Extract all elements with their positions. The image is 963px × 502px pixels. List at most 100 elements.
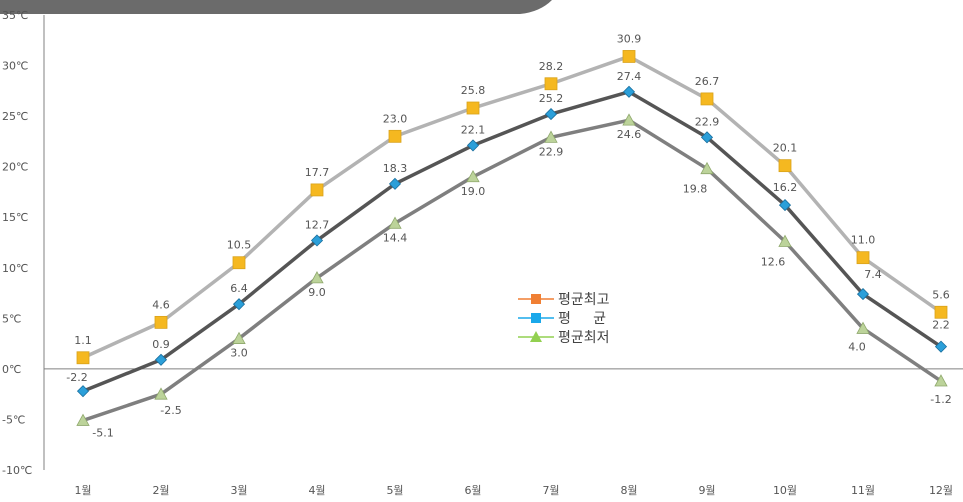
data-label: 0.9 [152,338,170,351]
series-2-marker [778,234,792,247]
data-label: 2.2 [932,319,950,332]
legend-square-icon [531,313,541,323]
data-label: 24.6 [617,128,642,141]
x-tick-label: 5월 [386,484,403,497]
y-tick-label: 25℃ [2,110,28,123]
data-label: 30.9 [617,32,642,45]
series-0-marker [388,129,402,143]
data-label: -1.2 [930,393,951,406]
series-2-marker [856,321,870,334]
x-tick-label: 8월 [620,484,637,497]
data-label: 23.0 [383,112,408,125]
x-tick-label: 6월 [464,484,481,497]
data-label: 22.9 [695,115,720,128]
y-tick-label: 35℃ [2,9,28,22]
series-0-marker [934,305,948,319]
series-line-2 [82,118,942,423]
data-label: 20.1 [773,142,798,155]
y-tick-label: 5℃ [2,312,21,325]
data-label: 6.4 [230,282,248,295]
series-line-1 [82,90,942,393]
x-tick-label: 4월 [308,484,325,497]
data-label: 11.0 [851,234,876,247]
legend-square-icon [531,294,541,304]
series-1-marker [700,131,714,144]
series-2-marker [76,413,90,426]
data-label: 14.4 [383,231,408,244]
data-label: 4.0 [848,340,866,353]
series-0-marker [310,183,324,197]
data-label: 7.4 [864,268,882,281]
x-tick-label: 12월 [929,484,953,497]
x-tick-label: 10월 [773,484,797,497]
series-0-marker [466,101,480,115]
y-tick-label: 10℃ [2,262,28,275]
data-label: 17.7 [305,166,330,179]
series-0-marker [622,50,636,63]
data-labels: 1.1 4.6 10.5 17.7 23.0 25.8 28.2 30.9 26.7 20.1 11… [66,32,951,439]
series-2-marker [934,374,948,387]
data-label: 22.1 [461,123,486,136]
series-0-marker [778,159,792,173]
data-label: 16.2 [773,181,798,194]
data-label: 22.9 [539,145,564,158]
data-label: 5.6 [932,288,950,301]
data-label: 28.2 [539,60,564,73]
series-1-marker [76,385,90,398]
y-tick-label: -10℃ [2,464,32,477]
series-1-marker [310,234,324,247]
series-1-marker [154,353,168,366]
series-1-marker [778,199,792,212]
series-1-marker [544,108,558,121]
data-label: 19.8 [683,183,708,196]
data-label: 3.0 [230,347,248,360]
series-2-marker [544,130,558,143]
legend-entry-label: 평 균 [558,311,606,327]
y-tick-label: 20℃ [2,161,28,174]
data-label: 19.0 [461,185,486,198]
series-0-marker [700,92,714,106]
x-tick-label: 2월 [152,484,169,497]
series-2-marker [310,271,324,284]
x-tick-label: 7월 [542,484,559,497]
data-label: 25.2 [539,92,564,105]
series-2-marker [232,331,246,344]
data-label: -2.5 [160,404,181,417]
chart-axes: 35℃ 30℃ 25℃ 20℃ 15℃ 10℃ 5℃ 0℃ -5℃ -10℃ 1월 2월 3월 4월 5월 6… [2,9,963,497]
series-lines [82,54,943,423]
series-1-marker [934,340,948,353]
series-markers [76,50,948,426]
series-1-marker [466,139,480,152]
data-label: 4.6 [152,298,170,311]
series-1-marker [856,288,870,301]
data-label: -2.2 [66,371,87,384]
series-0-marker [76,351,90,365]
series-1-marker [622,85,636,98]
y-tick-label: -5℃ [2,413,25,426]
data-label: -5.1 [92,426,113,439]
data-label: 25.8 [461,84,486,97]
data-label: 18.3 [383,162,408,175]
series-0-marker [856,251,870,265]
header-band [0,0,552,14]
data-label: 9.0 [308,286,326,299]
series-line-0 [82,54,943,360]
legend-entry-label: 평균최고 [558,292,610,308]
legend-entry-label: 평균최저 [558,330,610,346]
data-label: 12.7 [305,218,330,231]
y-tick-label: 0℃ [2,363,21,376]
data-label: 12.6 [761,255,786,268]
series-2-marker [154,387,168,400]
series-0-marker [232,256,246,270]
legend-triangle-icon [530,331,542,342]
data-label: 10.5 [227,239,252,252]
series-2-marker [700,161,714,175]
series-1-marker [388,177,402,190]
series-2-marker [466,169,480,183]
series-0-marker [544,77,558,91]
series-0-marker [154,315,168,329]
y-tick-label: 30℃ [2,60,28,73]
data-label: 27.4 [617,70,642,83]
